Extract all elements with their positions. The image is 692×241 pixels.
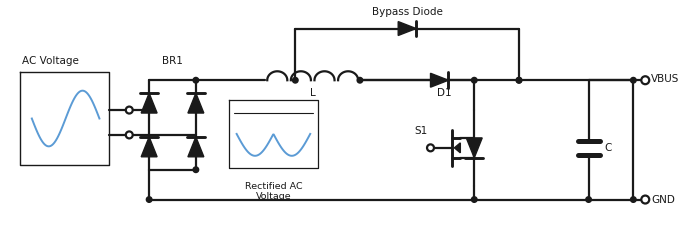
Circle shape: [146, 197, 152, 202]
Circle shape: [293, 77, 298, 83]
Circle shape: [630, 77, 636, 83]
Text: Bypass Diode: Bypass Diode: [372, 7, 443, 17]
Circle shape: [516, 77, 522, 83]
Circle shape: [641, 195, 649, 203]
Circle shape: [471, 197, 477, 202]
Text: L: L: [310, 88, 316, 98]
Polygon shape: [188, 137, 204, 157]
Polygon shape: [188, 93, 204, 113]
Polygon shape: [455, 143, 460, 153]
Circle shape: [193, 77, 199, 83]
Circle shape: [641, 76, 649, 84]
Circle shape: [126, 131, 133, 138]
Text: VBUS: VBUS: [651, 74, 680, 84]
Circle shape: [427, 144, 434, 151]
Text: S1: S1: [414, 126, 427, 136]
Polygon shape: [141, 137, 157, 157]
Text: C: C: [605, 143, 612, 153]
Circle shape: [630, 197, 636, 202]
Circle shape: [357, 77, 363, 83]
Polygon shape: [430, 73, 448, 87]
Circle shape: [471, 77, 477, 83]
Circle shape: [586, 197, 592, 202]
Text: AC Voltage: AC Voltage: [22, 56, 79, 66]
Text: Rectified AC
Voltage: Rectified AC Voltage: [244, 182, 302, 201]
Circle shape: [193, 167, 199, 173]
Text: GND: GND: [651, 194, 675, 205]
Polygon shape: [141, 93, 157, 113]
Text: D1: D1: [437, 88, 452, 98]
Text: BR1: BR1: [162, 56, 183, 66]
Polygon shape: [398, 22, 416, 35]
Circle shape: [516, 77, 522, 83]
Polygon shape: [466, 138, 482, 158]
Circle shape: [126, 107, 133, 114]
